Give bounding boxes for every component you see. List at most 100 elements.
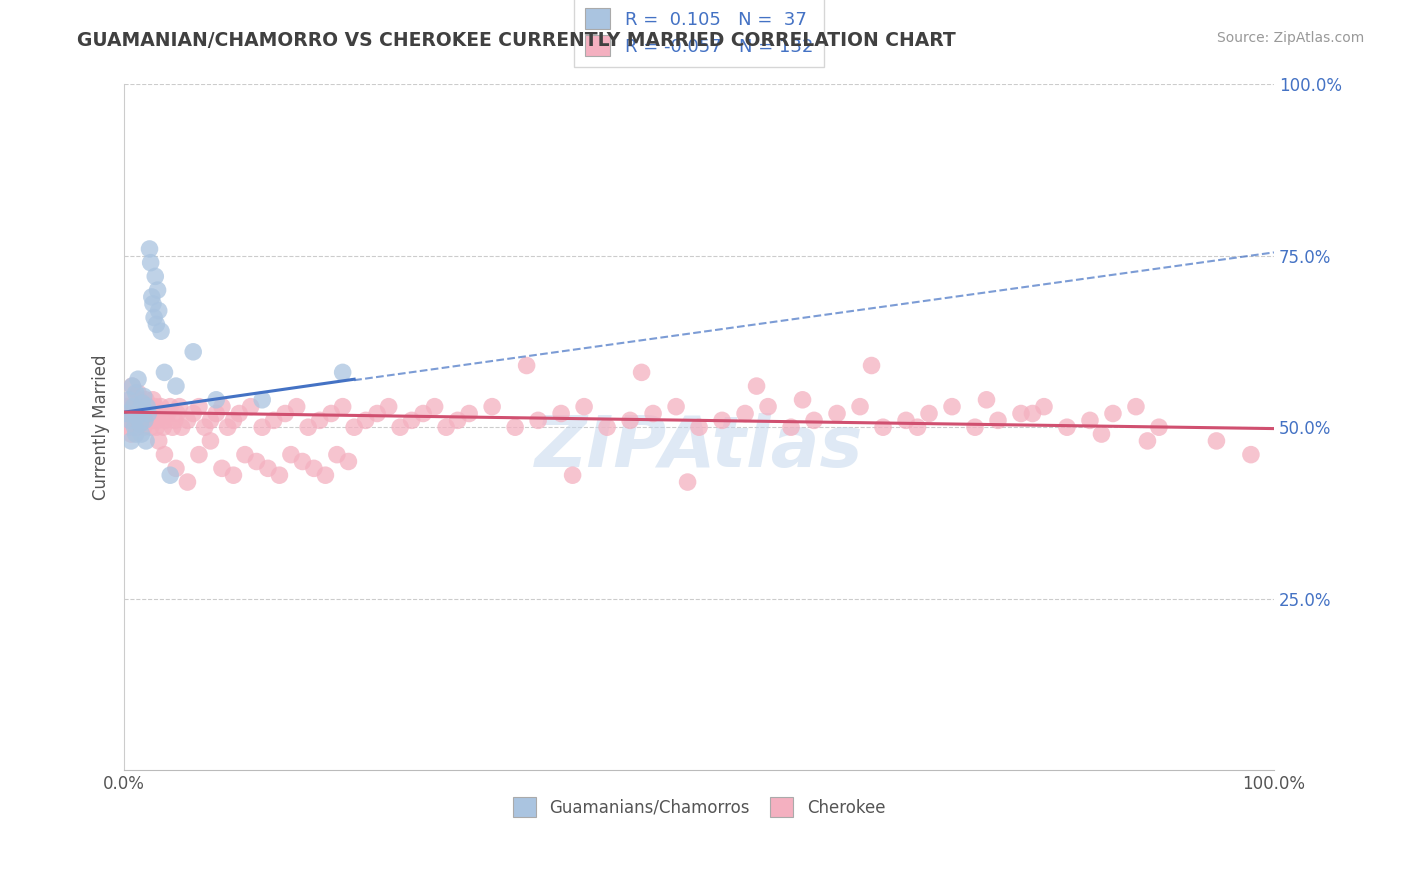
Point bbox=[169, 400, 191, 414]
Point bbox=[665, 400, 688, 414]
Point bbox=[1240, 448, 1263, 462]
Point bbox=[165, 379, 187, 393]
Point bbox=[1102, 407, 1125, 421]
Point bbox=[152, 420, 174, 434]
Text: GUAMANIAN/CHAMORRO VS CHEROKEE CURRENTLY MARRIED CORRELATION CHART: GUAMANIAN/CHAMORRO VS CHEROKEE CURRENTLY… bbox=[77, 31, 956, 50]
Point bbox=[188, 400, 211, 414]
Point bbox=[314, 468, 336, 483]
Point bbox=[377, 400, 399, 414]
Point bbox=[143, 310, 166, 325]
Point bbox=[434, 420, 457, 434]
Point bbox=[941, 400, 963, 414]
Point bbox=[131, 427, 153, 442]
Point bbox=[354, 413, 377, 427]
Point bbox=[205, 392, 228, 407]
Point bbox=[135, 392, 157, 407]
Point bbox=[150, 324, 173, 338]
Point bbox=[120, 427, 142, 442]
Point bbox=[1056, 420, 1078, 434]
Point bbox=[572, 400, 595, 414]
Point bbox=[976, 392, 998, 407]
Point bbox=[156, 407, 179, 421]
Point bbox=[153, 365, 176, 379]
Point bbox=[127, 386, 149, 401]
Point bbox=[780, 420, 803, 434]
Point bbox=[245, 454, 267, 468]
Point bbox=[222, 468, 245, 483]
Point bbox=[1021, 407, 1043, 421]
Point bbox=[1078, 413, 1101, 427]
Point bbox=[907, 420, 929, 434]
Point bbox=[481, 400, 503, 414]
Point bbox=[143, 400, 166, 414]
Point bbox=[181, 407, 204, 421]
Point bbox=[166, 407, 188, 421]
Point bbox=[150, 400, 173, 414]
Point bbox=[131, 413, 153, 427]
Point bbox=[423, 400, 446, 414]
Point bbox=[128, 403, 150, 417]
Point bbox=[458, 407, 481, 421]
Point bbox=[125, 420, 148, 434]
Point bbox=[142, 392, 165, 407]
Point bbox=[125, 409, 148, 424]
Point bbox=[118, 392, 141, 407]
Point bbox=[233, 448, 256, 462]
Point bbox=[120, 434, 142, 448]
Point bbox=[131, 396, 153, 410]
Point bbox=[121, 379, 143, 393]
Point bbox=[188, 448, 211, 462]
Point bbox=[205, 407, 228, 421]
Point bbox=[146, 413, 169, 427]
Point bbox=[211, 461, 233, 475]
Point bbox=[135, 434, 157, 448]
Point bbox=[125, 386, 148, 401]
Point bbox=[145, 318, 167, 332]
Point bbox=[159, 400, 181, 414]
Point bbox=[138, 242, 160, 256]
Text: Source: ZipAtlas.com: Source: ZipAtlas.com bbox=[1216, 31, 1364, 45]
Point bbox=[550, 407, 572, 421]
Point bbox=[285, 400, 308, 414]
Point bbox=[211, 400, 233, 414]
Point bbox=[122, 400, 145, 414]
Point bbox=[332, 365, 354, 379]
Point bbox=[143, 269, 166, 284]
Point bbox=[143, 407, 166, 421]
Point bbox=[894, 413, 917, 427]
Point bbox=[297, 420, 319, 434]
Y-axis label: Currently Married: Currently Married bbox=[93, 354, 110, 500]
Point bbox=[711, 413, 734, 427]
Point bbox=[141, 413, 163, 427]
Point bbox=[280, 448, 302, 462]
Point bbox=[250, 420, 273, 434]
Point bbox=[142, 297, 165, 311]
Point bbox=[1033, 400, 1056, 414]
Point bbox=[176, 475, 198, 489]
Point bbox=[131, 400, 153, 414]
Point bbox=[792, 392, 814, 407]
Point bbox=[676, 475, 699, 489]
Point bbox=[401, 413, 423, 427]
Point bbox=[194, 420, 217, 434]
Point bbox=[129, 417, 152, 431]
Point bbox=[987, 413, 1010, 427]
Point bbox=[134, 413, 156, 427]
Point bbox=[222, 413, 245, 427]
Point bbox=[121, 379, 143, 393]
Point bbox=[274, 407, 297, 421]
Point bbox=[1147, 420, 1170, 434]
Point bbox=[302, 461, 325, 475]
Point bbox=[125, 407, 148, 421]
Point bbox=[503, 420, 526, 434]
Point bbox=[630, 365, 652, 379]
Point bbox=[118, 413, 141, 427]
Point bbox=[596, 420, 619, 434]
Point bbox=[132, 420, 155, 434]
Point bbox=[148, 303, 170, 318]
Point bbox=[118, 420, 141, 434]
Point bbox=[200, 434, 222, 448]
Point bbox=[1136, 434, 1159, 448]
Point bbox=[124, 413, 146, 427]
Point bbox=[263, 413, 285, 427]
